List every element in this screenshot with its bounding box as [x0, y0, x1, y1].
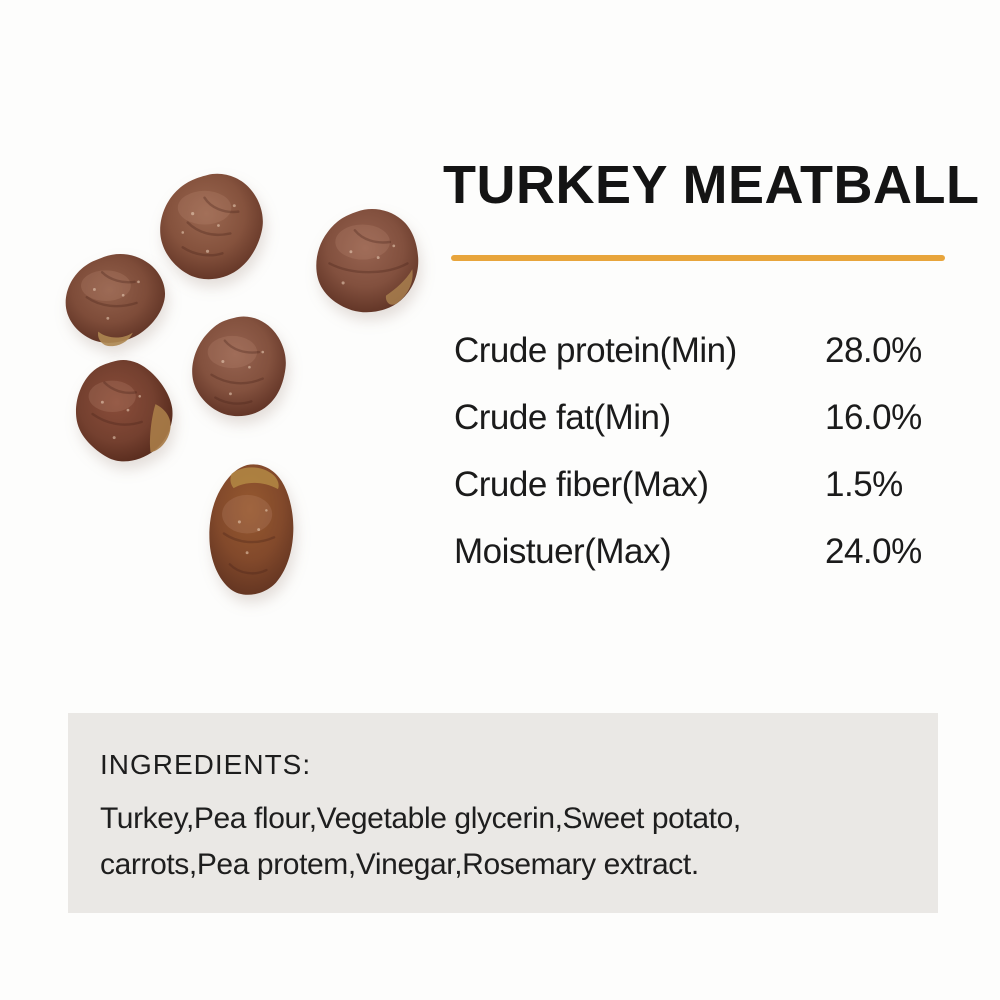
nutrition-table: Crude protein(Min) 28.0% Crude fat(Min) … — [454, 331, 974, 602]
nutrition-label: Crude fiber(Max) — [454, 465, 709, 504]
ingredients-panel: INGREDIENTS: Turkey,Pea flour,Vegetable … — [68, 713, 938, 913]
meatball-image-6 — [209, 464, 294, 595]
nutrition-value: 28.0% — [825, 331, 922, 370]
title-underline — [451, 255, 945, 261]
nutrition-row: Crude protein(Min) 28.0% — [454, 331, 974, 370]
nutrition-value: 1.5% — [825, 465, 903, 504]
meatball-image-5 — [75, 359, 173, 462]
nutrition-label: Crude protein(Min) — [454, 331, 737, 370]
meatball-image-4 — [192, 316, 286, 417]
nutrition-row: Crude fat(Min) 16.0% — [454, 398, 974, 437]
product-title: TURKEY MEATBALL — [443, 155, 980, 215]
nutrition-label: Crude fat(Min) — [454, 398, 671, 437]
ingredients-text-line: carrots,Pea protem,Vinegar,Rosemary extr… — [100, 848, 699, 881]
nutrition-row: Crude fiber(Max) 1.5% — [454, 465, 974, 504]
nutrition-label: Moistuer(Max) — [454, 532, 672, 571]
meatball-image-1 — [160, 173, 263, 280]
ingredients-text-line: Turkey,Pea flour,Vegetable glycerin,Swee… — [100, 802, 741, 835]
nutrition-value: 16.0% — [825, 398, 922, 437]
meatball-image-3 — [65, 253, 166, 347]
meatball-image-2 — [316, 209, 419, 313]
nutrition-value: 24.0% — [825, 532, 922, 571]
ingredients-heading: INGREDIENTS: — [100, 749, 312, 780]
nutrition-row: Moistuer(Max) 24.0% — [454, 532, 974, 571]
